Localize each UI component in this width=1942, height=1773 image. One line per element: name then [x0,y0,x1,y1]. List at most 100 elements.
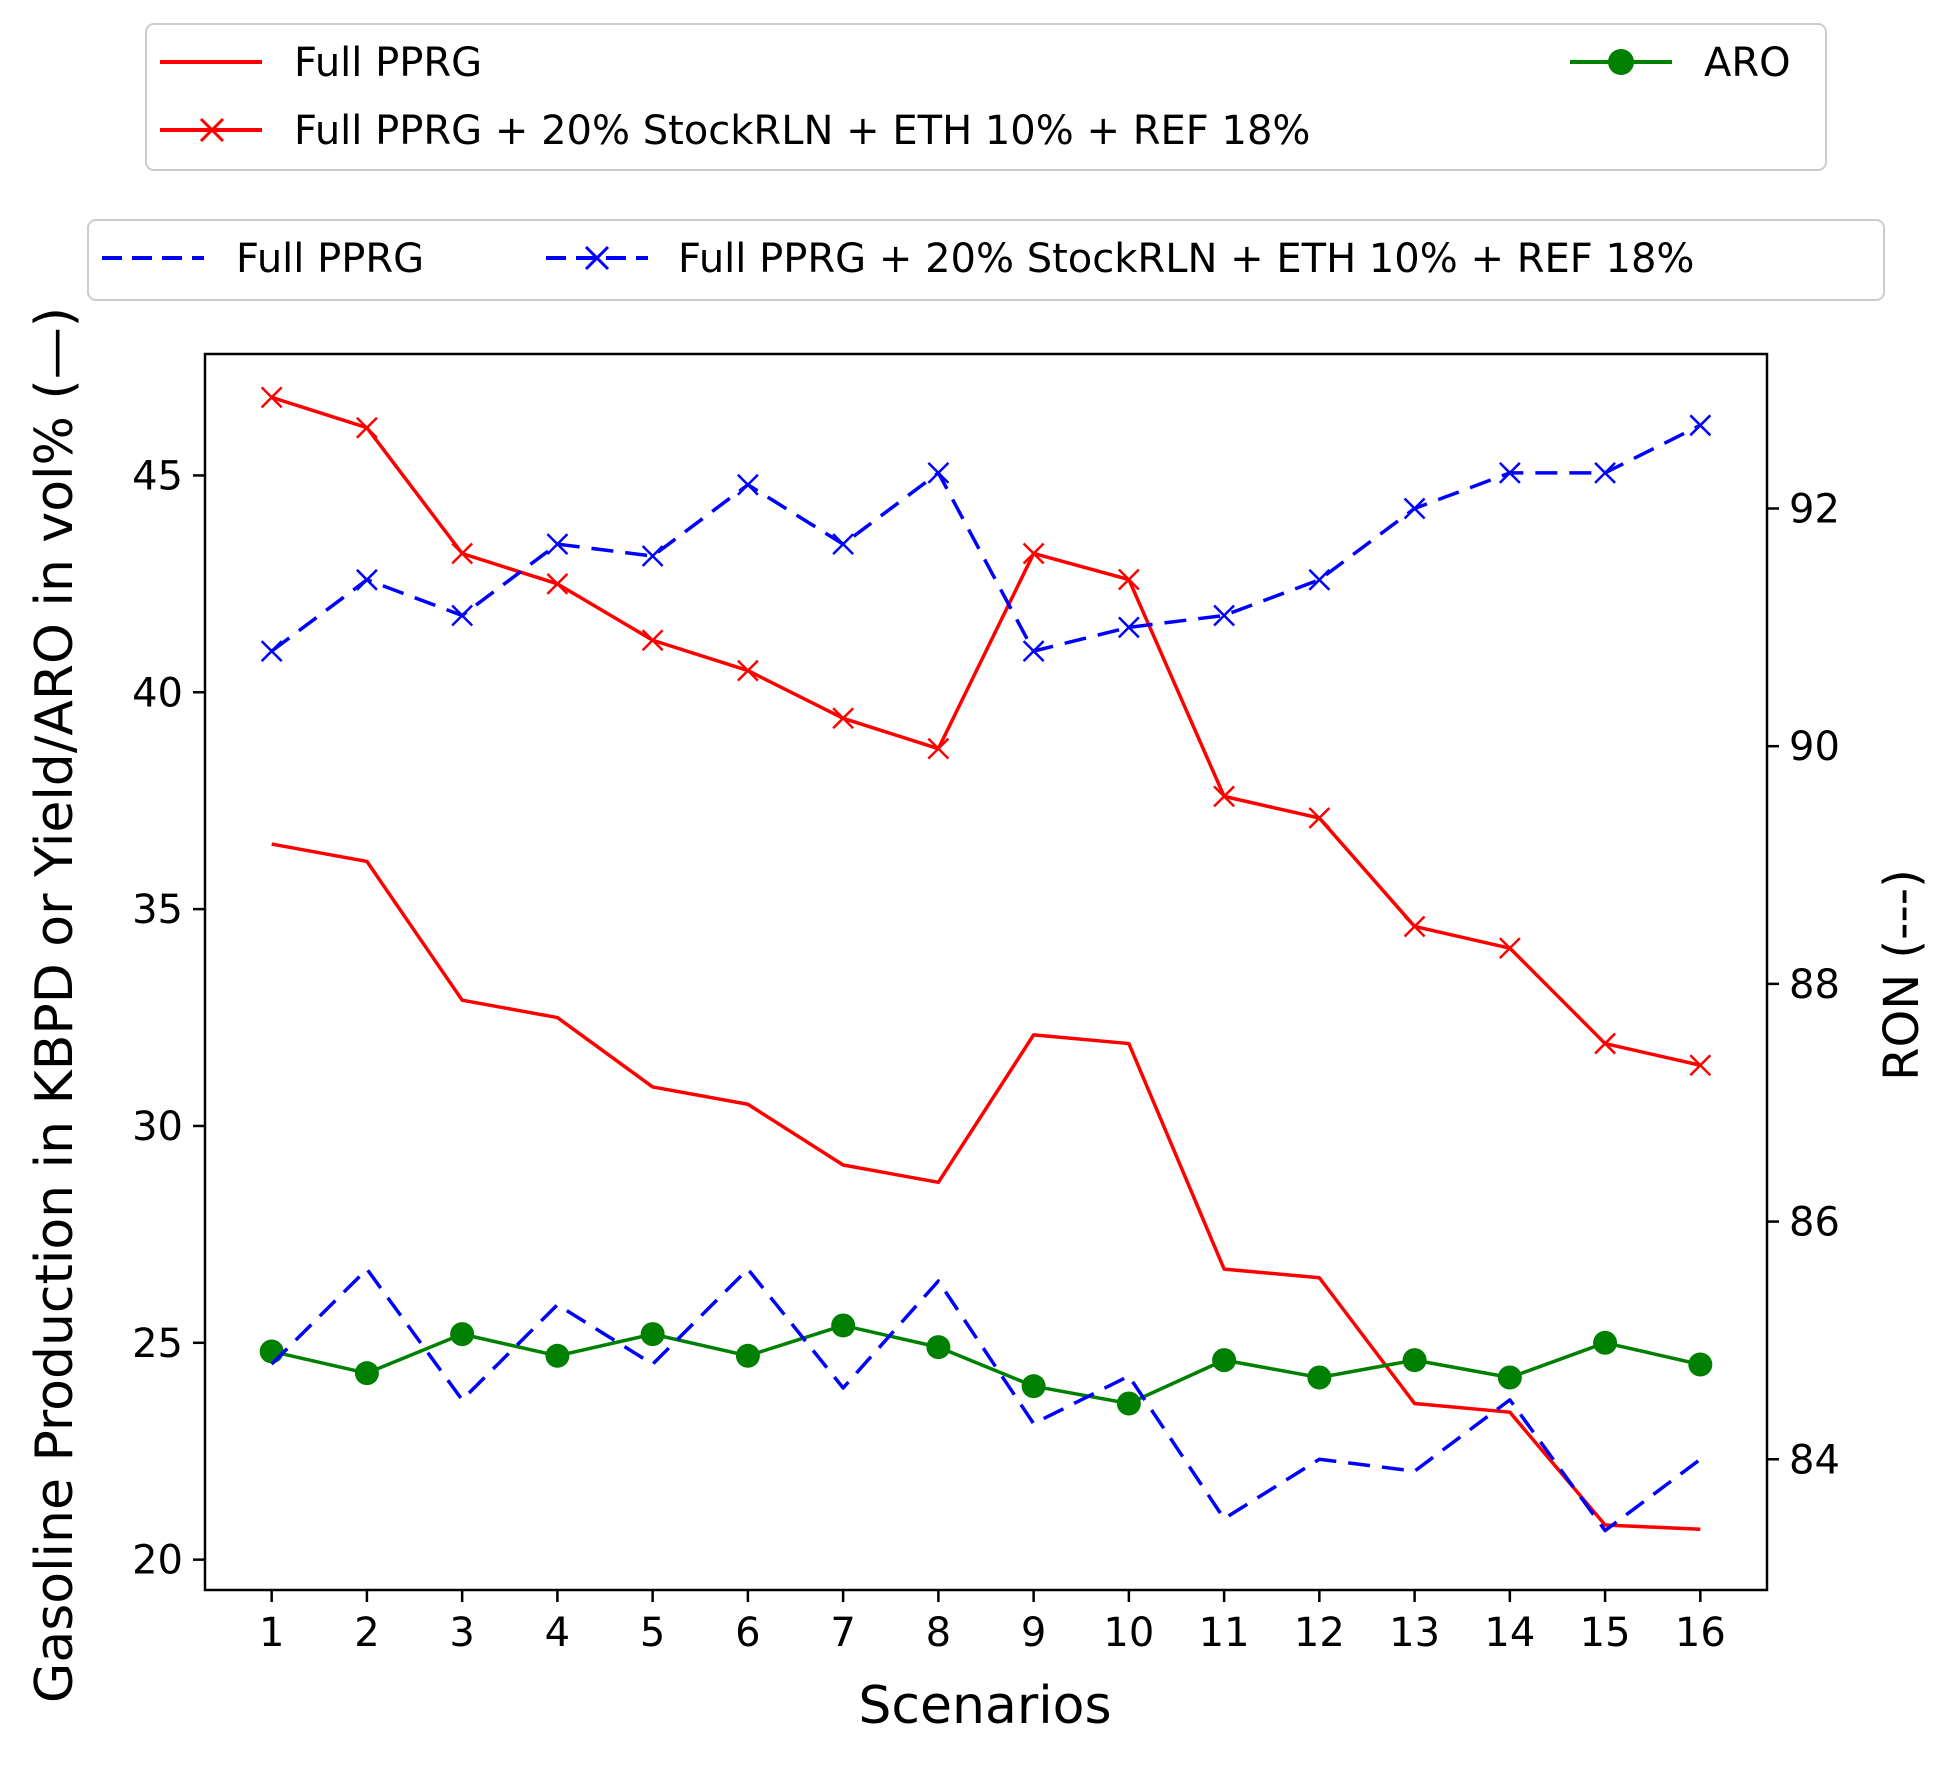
x-tick-label: 1 [259,1610,284,1656]
x-tick-label: 14 [1484,1610,1535,1656]
series-4-full-pprg-20-stockrln-eth-10-ref-18-right-marker [1594,461,1616,484]
legend-top: Full PPRG ARO Full PPRG + 20% StockRLN +… [145,23,1827,171]
series-layer [259,386,1713,1533]
x-tick-label: 15 [1580,1610,1631,1656]
series-2-aro-left-marker [640,1322,665,1347]
series-2-aro-left-marker [1497,1365,1522,1390]
x-tick-label: 9 [1021,1610,1046,1656]
series-4-full-pprg-20-stockrln-eth-10-ref-18-right-marker [641,545,664,567]
y-axis-label-right: RON (---) [1874,869,1930,1081]
series-1-full-pprg-20-stockrln-eth-10-ref-18-left-marker [1689,1054,1712,1077]
series-2-aro-left-marker [1307,1365,1332,1390]
series-2-aro-left-marker [1688,1352,1713,1377]
series-2-aro-left-marker [450,1322,475,1347]
legend-top-marker-blend [199,117,225,143]
y-right-tick-label: 86 [1789,1200,1840,1246]
legend-top-label-blend: Full PPRG + 20% StockRLN + ETH 10% + REF… [294,108,1310,154]
series-1-full-pprg-20-stockrln-eth-10-ref-18-left-marker [451,542,474,565]
x-tick-label: 12 [1294,1610,1345,1656]
series-4-full-pprg-20-stockrln-eth-10-ref-18-right-marker [1308,568,1331,591]
y-right-tick-label: 88 [1789,962,1840,1008]
y-left-tick-label: 35 [132,887,183,933]
series-1-full-pprg-20-stockrln-eth-10-ref-18-left-marker [1594,1032,1616,1055]
series-1-full-pprg-20-stockrln-eth-10-ref-18-left-marker [546,572,569,595]
y-ticks-left: 20 25 30 35 40 45 [132,453,205,1584]
x-tick-label: 10 [1103,1610,1154,1656]
series-1-full-pprg-20-stockrln-eth-10-ref-18-left-marker [832,707,855,730]
series-4-full-pprg-20-stockrln-eth-10-ref-18-right-marker [1117,616,1140,639]
series-1-full-pprg-20-stockrln-eth-10-ref-18-left-marker [1403,915,1426,938]
series-4-full-pprg-20-stockrln-eth-10-ref-18-right-marker [737,473,759,496]
series-4-full-pprg-20-stockrln-eth-10-ref-18-right-marker [1403,497,1426,520]
series-2-aro-left-marker [1116,1391,1141,1416]
legend-bottom-frame [87,219,1885,301]
series-2-aro-left-marker [1212,1348,1237,1373]
series-1-full-pprg-20-stockrln-eth-10-ref-18-left-marker [1308,807,1331,829]
x-axis-label: Scenarios [858,1676,1111,1736]
legend-bottom-label-blend: Full PPRG + 20% StockRLN + ETH 10% + REF… [678,236,1694,282]
series-4-full-pprg-20-stockrln-eth-10-ref-18-right-marker [546,533,569,556]
legend-top-frame [145,23,1827,171]
series-4-full-pprg-20-stockrln-eth-10-ref-18-right-line [270,423,1702,653]
y-ticks-right: 84 86 88 90 92 [1767,487,1840,1483]
series-4-full-pprg-20-stockrln-eth-10-ref-18-right-marker [1498,461,1521,484]
series-2-aro-left-marker [926,1335,951,1360]
series-4-full-pprg-20-stockrln-eth-10-ref-18-right-marker [1022,640,1045,662]
series-2-aro-left-marker [545,1343,570,1368]
y-left-tick-label: 20 [132,1538,183,1584]
legend-top-label-aro: ARO [1704,40,1791,86]
x-tick-label: 6 [735,1610,760,1656]
plot-frame [203,352,1769,1592]
series-1-full-pprg-20-stockrln-eth-10-ref-18-left-marker [1498,937,1521,960]
series-4-full-pprg-20-stockrln-eth-10-ref-18-right-marker [1689,414,1712,437]
series-4-full-pprg-20-stockrln-eth-10-ref-18-right-marker [927,461,950,484]
x-tick-label: 5 [640,1610,665,1656]
series-1-full-pprg-20-stockrln-eth-10-ref-18-left-marker [1213,785,1235,808]
y-right-tick-label: 90 [1789,724,1840,770]
series-1-full-pprg-20-stockrln-eth-10-ref-18-left-marker [737,659,759,682]
y-right-tick-label: 84 [1789,1437,1840,1483]
series-2-aro-left-marker [1593,1330,1618,1355]
x-tick-label: 13 [1389,1610,1440,1656]
series-1-full-pprg-20-stockrln-eth-10-ref-18-left-marker [927,737,950,760]
y-left-tick-label: 45 [132,453,183,499]
series-4-full-pprg-20-stockrln-eth-10-ref-18-right-marker [356,568,378,591]
series-4-full-pprg-20-stockrln-eth-10-ref-18-right-marker [832,533,855,556]
series-2-aro-left-marker [1021,1374,1046,1399]
series-1-full-pprg-20-stockrln-eth-10-ref-18-left-marker [1117,568,1140,591]
y-left-tick-label: 30 [132,1104,183,1150]
series-4-full-pprg-20-stockrln-eth-10-ref-18-right-marker [451,604,474,627]
legend-bottom-marker-blend [584,245,610,271]
x-tick-label: 4 [545,1610,570,1656]
x-tick-label: 11 [1199,1610,1250,1656]
x-tick-label: 16 [1675,1610,1726,1656]
series-4-full-pprg-20-stockrln-eth-10-ref-18-right-marker [1213,604,1235,627]
x-tick-label: 3 [449,1610,474,1656]
series-2-aro-left-marker [259,1339,284,1364]
legend-top-marker-aro [1608,49,1634,75]
series-1-full-pprg-20-stockrln-eth-10-ref-18-left-marker [356,416,378,439]
series-1-full-pprg-20-stockrln-eth-10-ref-18-left-marker [260,386,283,409]
y-left-tick-label: 25 [132,1321,183,1367]
series-1-full-pprg-20-stockrln-eth-10-ref-18-left-line [271,395,1701,1067]
x-tick-label: 7 [830,1610,855,1656]
series-2-aro-left-line [271,1323,1701,1406]
x-tick-label: 2 [354,1610,379,1656]
series-2-aro-left-marker [735,1343,760,1368]
series-3-full-pprg-right-line [270,1267,1702,1533]
series-2-aro-left-marker [831,1313,856,1338]
y-axis-label-left: Gasoline Production in KBPD or Yield/ARO… [25,307,85,1703]
series-0-full-pprg-left-line [271,842,1701,1532]
y-right-tick-label: 92 [1789,487,1840,533]
legend-bottom: Full PPRG Full PPRG + 20% StockRLN + ETH… [87,219,1885,301]
series-2-aro-left-marker [354,1361,379,1386]
legend-bottom-label-full-pprg: Full PPRG [236,236,424,282]
series-1-full-pprg-20-stockrln-eth-10-ref-18-left-marker [641,629,664,652]
series-1-full-pprg-20-stockrln-eth-10-ref-18-left-marker [1022,542,1045,565]
x-tick-label: 8 [926,1610,951,1656]
series-4-full-pprg-20-stockrln-eth-10-ref-18-right-marker [260,640,283,662]
y-left-tick-label: 40 [132,670,183,716]
x-ticks: 1 2 3 4 5 6 7 8 9 10 11 12 13 14 15 16 [259,1590,1726,1656]
series-2-aro-left-marker [1402,1348,1427,1373]
